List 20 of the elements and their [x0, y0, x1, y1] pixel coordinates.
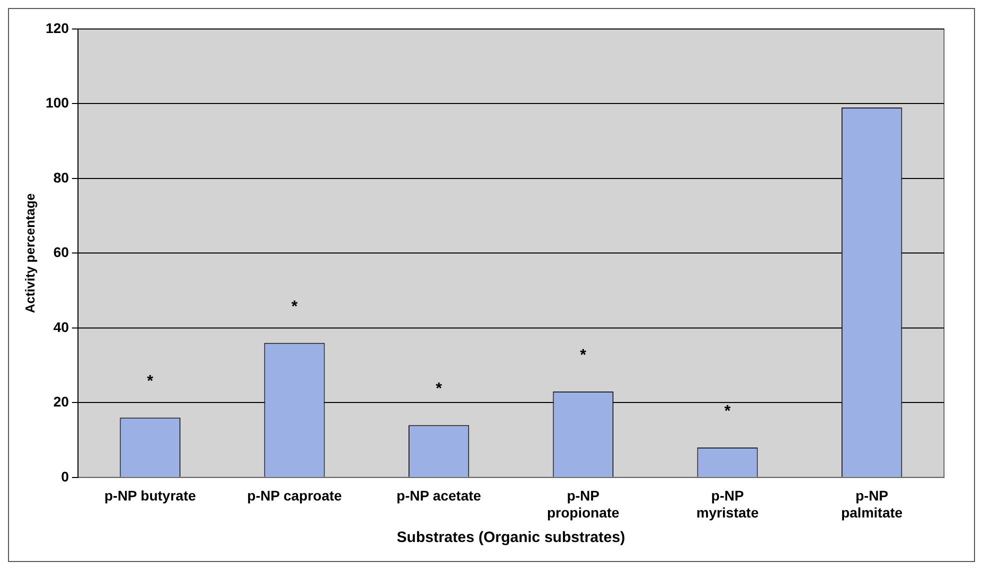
y-tick-label: 0 — [61, 468, 70, 484]
y-tick-label: 80 — [53, 169, 70, 186]
x-tick-label: p-NP butyrate — [104, 488, 196, 504]
x-axis-title: Substrates (Organic substrates) — [396, 529, 626, 546]
y-tick-label: 100 — [46, 94, 70, 111]
annotation: * — [724, 402, 732, 420]
annotation: * — [436, 380, 443, 398]
x-tick-label: p-NP caproate — [247, 488, 342, 504]
x-tick-label: p-NP propionate — [546, 488, 620, 520]
x-tick-label: p-NP acetate — [396, 488, 482, 504]
y-tick-label: 40 — [53, 318, 70, 335]
y-tick-label: 20 — [53, 394, 70, 410]
x-tick-label: p-NP myristate — [696, 488, 759, 520]
y-axis-title: Activity percentage — [22, 193, 38, 314]
annotation: * — [580, 346, 588, 364]
x-tick-label: p-NP palmitate — [841, 488, 903, 520]
annotation: * — [147, 373, 154, 390]
y-tick-label: 120 — [46, 20, 70, 36]
y-tick-label: 60 — [53, 244, 70, 260]
annotation: * — [291, 298, 298, 316]
